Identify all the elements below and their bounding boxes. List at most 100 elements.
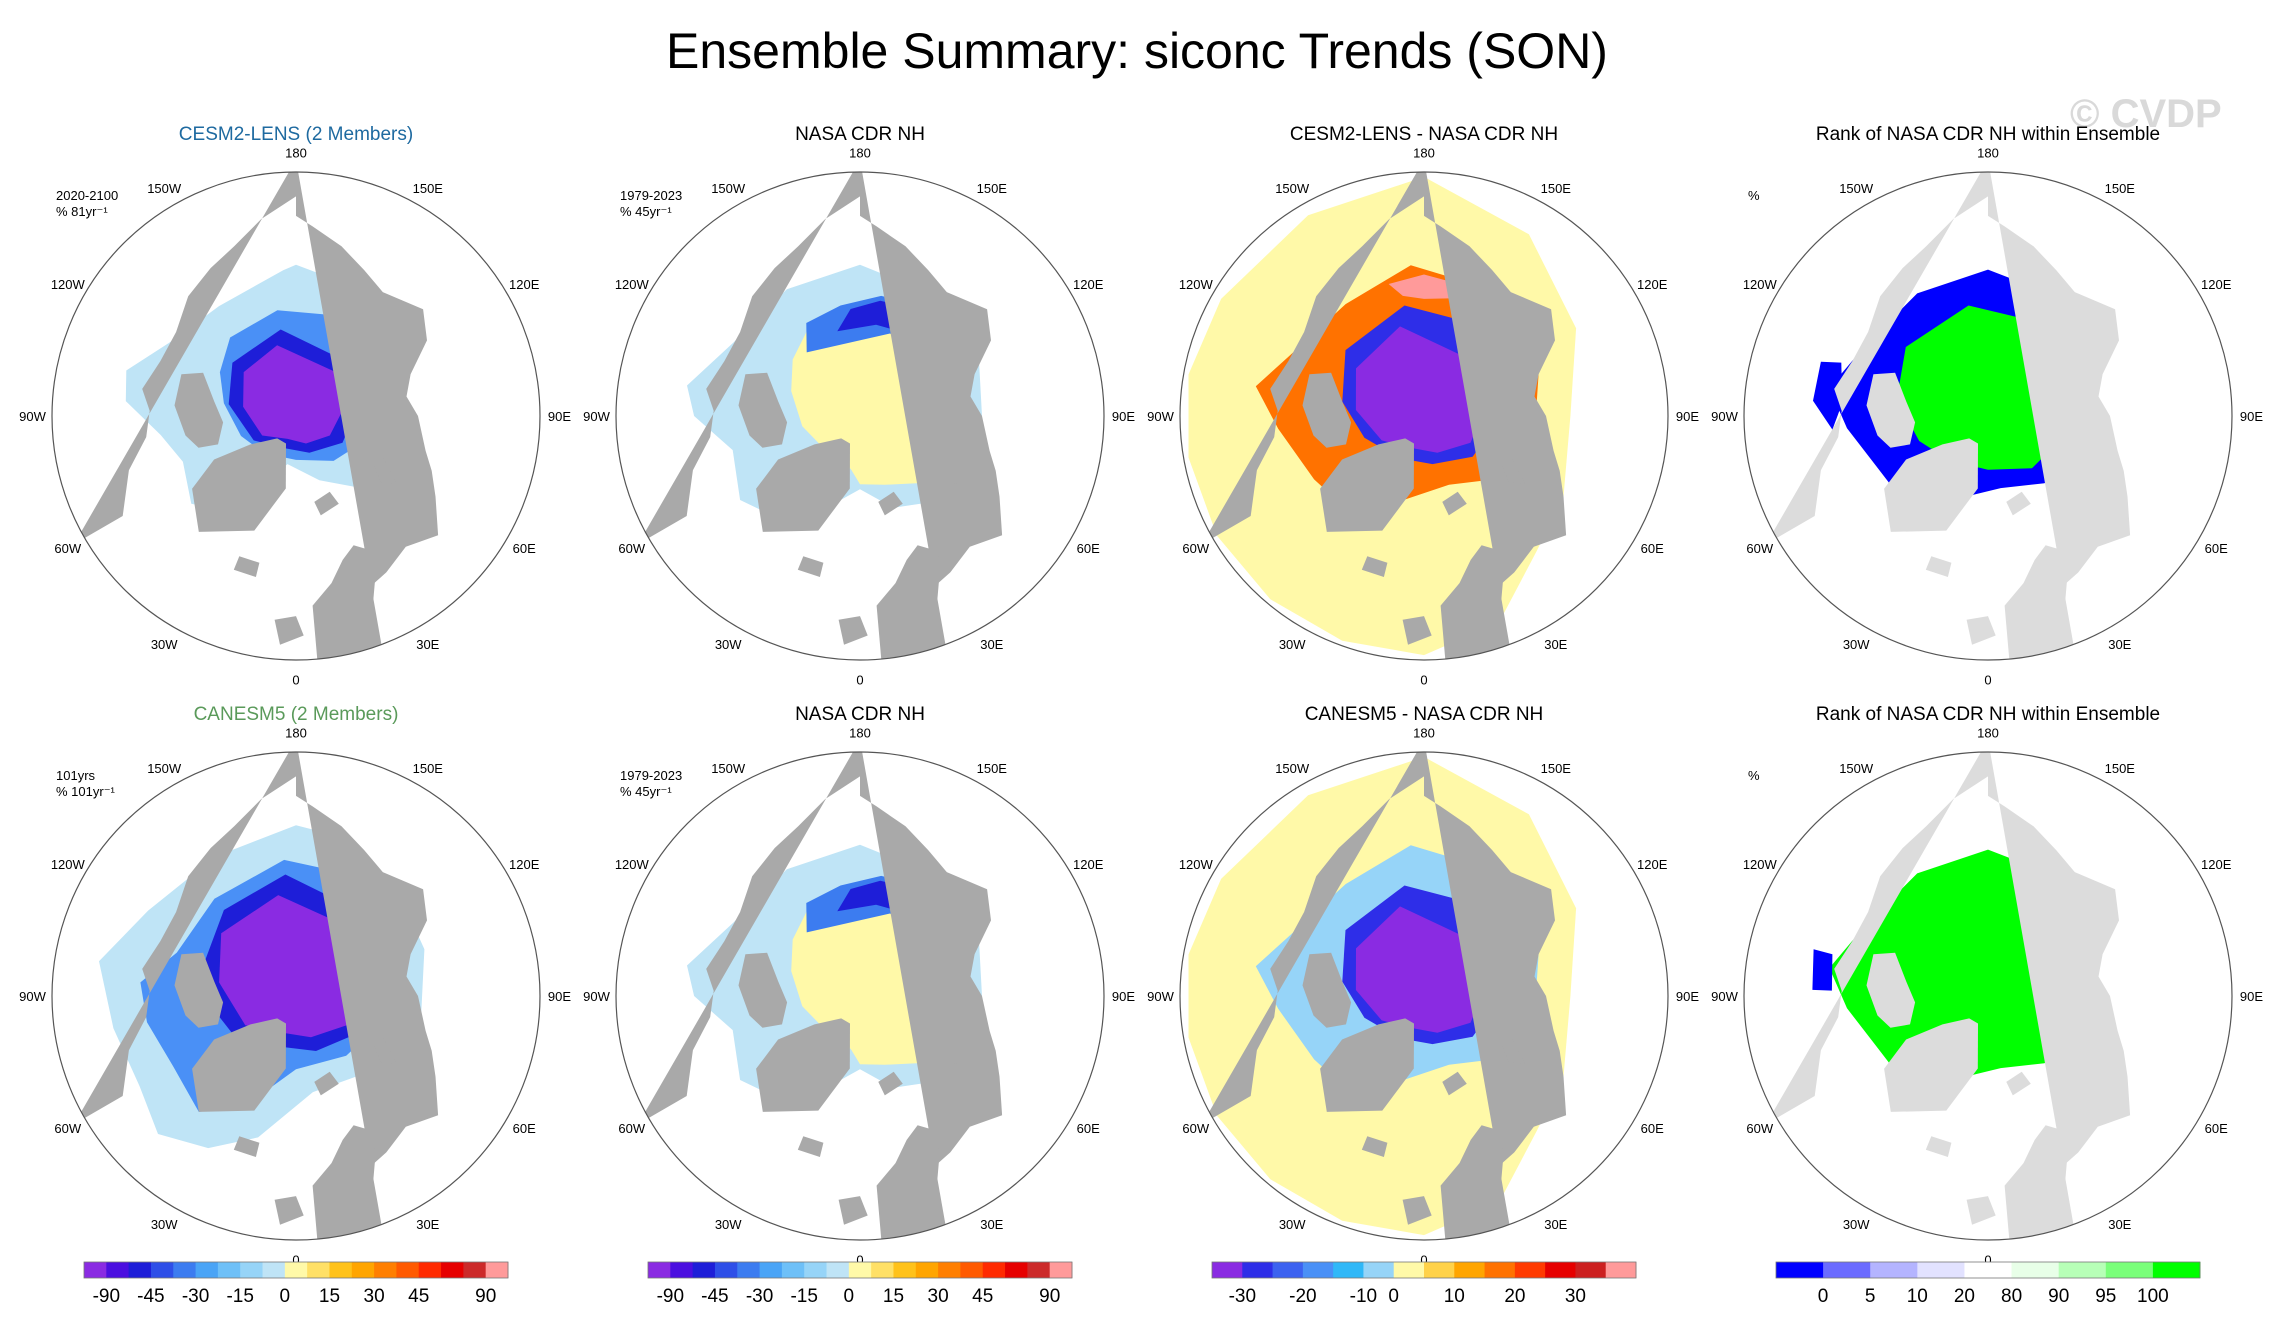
colorbar-label: 95: [2095, 1286, 2116, 1307]
colorbar-swatch: [759, 1262, 783, 1278]
panel-title: CESM2-LENS (2 Members): [179, 124, 413, 145]
uk-land: [838, 616, 868, 645]
longitude-label: 150E: [977, 181, 1008, 196]
panel-note: % 45yr⁻¹: [620, 784, 672, 799]
longitude-label: 120E: [509, 277, 540, 292]
longitude-label: 150W: [1839, 761, 1874, 776]
colorbar-swatch: [1870, 1262, 1918, 1278]
map-panel-8: Rank of NASA CDR NH within Ensemble% 180 1…: [1711, 704, 2263, 1268]
iceland-land: [1361, 556, 1388, 577]
colorbar-swatch: [1302, 1262, 1334, 1278]
longitude-label: 0: [856, 673, 863, 688]
longitude-label: 120E: [1637, 857, 1668, 872]
longitude-label: 150W: [147, 761, 182, 776]
svalbard-land: [2006, 491, 2031, 516]
svalbard-land: [2006, 1071, 2031, 1096]
colorbar-swatch: [1393, 1262, 1425, 1278]
longitude-label: 30E: [2108, 637, 2131, 652]
scandinavia-land: [876, 545, 948, 660]
uk-land: [274, 1196, 304, 1225]
eurasia-land: [296, 752, 439, 1237]
archipelago-land: [1866, 952, 1916, 1028]
scandinavia-land: [2004, 545, 2076, 660]
colorbar-swatch: [804, 1262, 828, 1278]
longitude-label: 0: [1420, 1253, 1427, 1268]
longitude-label: 60W: [1746, 1121, 1773, 1136]
colorbar-label: -15: [790, 1286, 817, 1307]
longitude-label: 60W: [618, 541, 645, 556]
greenland-land: [192, 438, 286, 532]
longitude-label: 60W: [618, 1121, 645, 1136]
longitude-label: 120W: [1743, 857, 1778, 872]
map-panel-6: NASA CDR NH 1979-2023% 45yr⁻¹ 180 150E 120E 9…: [583, 704, 1135, 1268]
longitude-label: 120W: [615, 857, 650, 872]
longitude-label: 60E: [2205, 541, 2228, 556]
longitude-label: 30W: [151, 637, 178, 652]
longitude-label: 120W: [1179, 277, 1214, 292]
eurasia-land: [1424, 172, 1567, 657]
colorbar-label: -10: [1350, 1286, 1377, 1307]
longitude-label: 60E: [1077, 541, 1100, 556]
colorbar-swatch: [893, 1262, 917, 1278]
longitude-label: 90E: [1112, 409, 1135, 424]
iceland-land: [233, 1136, 260, 1157]
colorbar-label: -20: [1289, 1286, 1316, 1307]
longitude-label: 30W: [1843, 1217, 1870, 1232]
panel-note: %: [1748, 188, 1760, 203]
colorbar-swatch: [396, 1262, 420, 1278]
colorbar-label: 90: [1039, 1286, 1060, 1307]
panel-title: NASA CDR NH: [795, 704, 925, 725]
longitude-label: 150E: [2105, 181, 2136, 196]
eurasia-land: [296, 172, 439, 657]
uk-land: [1402, 1196, 1432, 1225]
scandinavia-land: [876, 1125, 948, 1240]
colorbar-label: 45: [408, 1286, 429, 1307]
scandinavia-land: [1440, 545, 1512, 660]
north-america-land: [1202, 752, 1424, 1125]
colorbar-label: 30: [928, 1286, 949, 1307]
uk-land: [1966, 1196, 1996, 1225]
longitude-label: 150W: [1839, 181, 1874, 196]
north-america-land: [1766, 172, 1988, 545]
colorbar-swatch: [106, 1262, 130, 1278]
panel-title: CESM2-LENS - NASA CDR NH: [1290, 124, 1558, 145]
panel-note: 1979-2023: [620, 768, 682, 783]
map-panel-1: CESM2-LENS (2 Members) 2020-2100% 81yr⁻¹ 1…: [19, 124, 571, 688]
iceland-land: [1361, 1136, 1388, 1157]
colorbar-frame: [647, 1261, 1073, 1279]
colorbar-swatch: [737, 1262, 761, 1278]
colorbar-swatch: [692, 1262, 716, 1278]
colorbar-label: 0: [1818, 1286, 1829, 1307]
iceland-land: [1925, 556, 1952, 577]
eurasia-land: [1988, 172, 2131, 657]
longitude-label: 150W: [711, 181, 746, 196]
archipelago-land: [1866, 372, 1916, 448]
longitude-label: 180: [285, 146, 307, 161]
panel-note: 1979-2023: [620, 188, 682, 203]
longitude-label: 30E: [1544, 637, 1567, 652]
colorbar-swatch: [1333, 1262, 1364, 1278]
longitude-label: 120E: [2201, 277, 2232, 292]
colorbar-label: 5: [1865, 1286, 1876, 1307]
uk-land: [838, 1196, 868, 1225]
colorbar-swatch: [871, 1262, 894, 1278]
longitude-label: 30W: [715, 1217, 742, 1232]
svalbard-land: [878, 1071, 903, 1096]
north-america-land: [1202, 172, 1424, 545]
novaya-zemlya-land: [372, 458, 398, 485]
longitude-label: 30E: [1544, 1217, 1567, 1232]
colorbar-swatch: [982, 1262, 1006, 1278]
map-content: [1766, 752, 2131, 1240]
panel-note: 2020-2100: [56, 188, 118, 203]
archipelago-land: [1302, 372, 1352, 448]
diff-negative-max: [1355, 326, 1487, 453]
colorbar-swatch: [1605, 1262, 1637, 1278]
colorbar-swatch: [1242, 1262, 1274, 1278]
colorbar-swatch: [1575, 1262, 1607, 1278]
diff-colorbar: -30 -20 -10 0 10 20 30: [1211, 1261, 1637, 1307]
longitude-label: 150E: [2105, 761, 2136, 776]
uk-land: [1402, 616, 1432, 645]
colorbar-swatch: [240, 1262, 264, 1278]
map-boundary: [1179, 751, 1669, 1241]
longitude-label: 120W: [51, 857, 86, 872]
